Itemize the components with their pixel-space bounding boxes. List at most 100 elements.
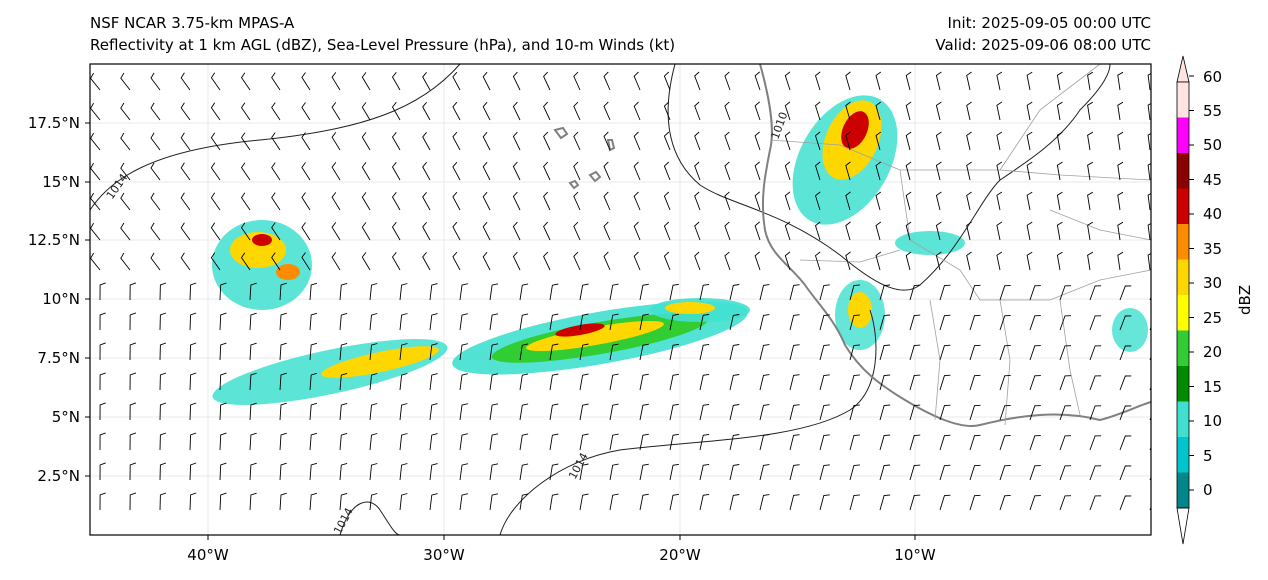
- wind-barb: [1087, 161, 1094, 181]
- wind-barb: [1087, 221, 1094, 241]
- wind-barb: [219, 492, 227, 511]
- wind-barb: [663, 101, 671, 121]
- radar-echo: [230, 232, 286, 268]
- wind-barb: [482, 161, 491, 181]
- wind-barb: [129, 432, 137, 451]
- wind-barb: [875, 131, 882, 151]
- wind-barb: [1089, 375, 1102, 391]
- wind-barb: [969, 434, 981, 451]
- wind-barb: [240, 72, 251, 91]
- wind-barb: [452, 161, 461, 181]
- wind-barb: [452, 221, 461, 241]
- wind-barb: [814, 71, 821, 91]
- wind-barb: [210, 102, 221, 121]
- wind-barb: [549, 313, 559, 331]
- wind-barb: [579, 283, 589, 301]
- wind-barb: [1089, 345, 1102, 361]
- lat-tick-label: 5°N: [52, 408, 80, 426]
- wind-barb: [180, 222, 191, 241]
- wind-barb: [159, 372, 167, 391]
- wind-barb: [573, 101, 581, 121]
- wind-barb: [819, 284, 830, 301]
- wind-barb: [879, 314, 891, 331]
- wind-barb: [939, 464, 951, 481]
- wind-barb: [814, 191, 821, 211]
- wind-barb: [452, 251, 461, 271]
- wind-barb: [301, 132, 311, 151]
- wind-barb: [549, 493, 559, 511]
- wind-barb: [399, 493, 408, 511]
- wind-barb: [543, 161, 551, 181]
- wind-barb: [482, 191, 491, 211]
- wind-barb: [754, 161, 761, 181]
- colorbar: 0 5 10 15 20 25 30 35 40 45 50 55 60 dBZ: [1176, 55, 1254, 545]
- wind-barb: [1059, 375, 1072, 391]
- wind-barb: [279, 462, 287, 481]
- wind-barb: [549, 403, 559, 421]
- wind-barb: [219, 432, 227, 451]
- wind-barb: [784, 101, 791, 121]
- wind-barb: [909, 344, 921, 361]
- wind-barb: [129, 462, 137, 481]
- wind-barb: [271, 72, 281, 91]
- wind-barb: [489, 493, 499, 511]
- wind-barb: [784, 161, 791, 181]
- wind-barb: [240, 132, 251, 151]
- wind-barb: [999, 404, 1011, 421]
- colorbar-label: dBZ: [1236, 285, 1254, 315]
- wind-barb: [609, 343, 619, 361]
- wind-barb: [422, 252, 431, 271]
- wind-barb: [180, 252, 191, 271]
- wind-barb: [633, 101, 641, 121]
- wind-barb: [271, 222, 281, 241]
- wind-barb: [429, 373, 438, 391]
- wind-barb: [999, 284, 1011, 301]
- wind-barb: [1026, 101, 1033, 121]
- wind-barb: [301, 102, 311, 121]
- wind-barb: [1117, 221, 1124, 241]
- wind-barb: [219, 462, 227, 481]
- wind-barb: [729, 434, 740, 451]
- wind-barb: [694, 101, 701, 121]
- wind-barb: [879, 284, 891, 301]
- wind-barb: [309, 372, 318, 391]
- wind-barb: [150, 132, 161, 151]
- wind-barb: [814, 101, 821, 121]
- wind-barb: [1147, 252, 1151, 271]
- wind-barb: [845, 101, 851, 121]
- wind-barb: [1029, 435, 1041, 451]
- wind-barb: [99, 402, 106, 421]
- wind-barb: [724, 71, 731, 91]
- wind-barb: [729, 464, 740, 481]
- isobar-1014-south: [499, 309, 877, 535]
- wind-barb: [459, 403, 468, 421]
- wind-barb: [339, 402, 348, 421]
- wind-barb: [996, 251, 1003, 271]
- wind-barb: [543, 101, 551, 121]
- wind-barb: [452, 71, 461, 91]
- wind-barb: [845, 161, 851, 181]
- wind-barb: [724, 101, 731, 121]
- wind-barb: [120, 72, 131, 91]
- wind-barb: [999, 434, 1011, 451]
- wind-barb: [512, 221, 521, 241]
- wind-barb: [279, 492, 287, 511]
- wind-barb: [369, 343, 378, 361]
- wind-barb: [422, 192, 431, 211]
- wind-barb: [935, 161, 942, 181]
- colorbar-tick-label: 20: [1203, 343, 1222, 361]
- wind-barb: [1089, 435, 1102, 451]
- colorbar-tick-label: 10: [1203, 412, 1222, 430]
- wind-barb: [789, 404, 800, 421]
- wind-barb: [159, 312, 167, 331]
- wind-barb: [819, 404, 830, 421]
- wind-barb: [729, 344, 740, 361]
- wind-barb: [309, 432, 318, 451]
- wind-barb: [699, 313, 710, 331]
- wind-barb: [935, 191, 942, 211]
- wind-barb: [905, 251, 912, 271]
- wind-barb: [609, 313, 619, 331]
- wind-barb: [1119, 375, 1132, 391]
- wind-barb: [180, 102, 191, 121]
- wind-barb: [512, 251, 521, 271]
